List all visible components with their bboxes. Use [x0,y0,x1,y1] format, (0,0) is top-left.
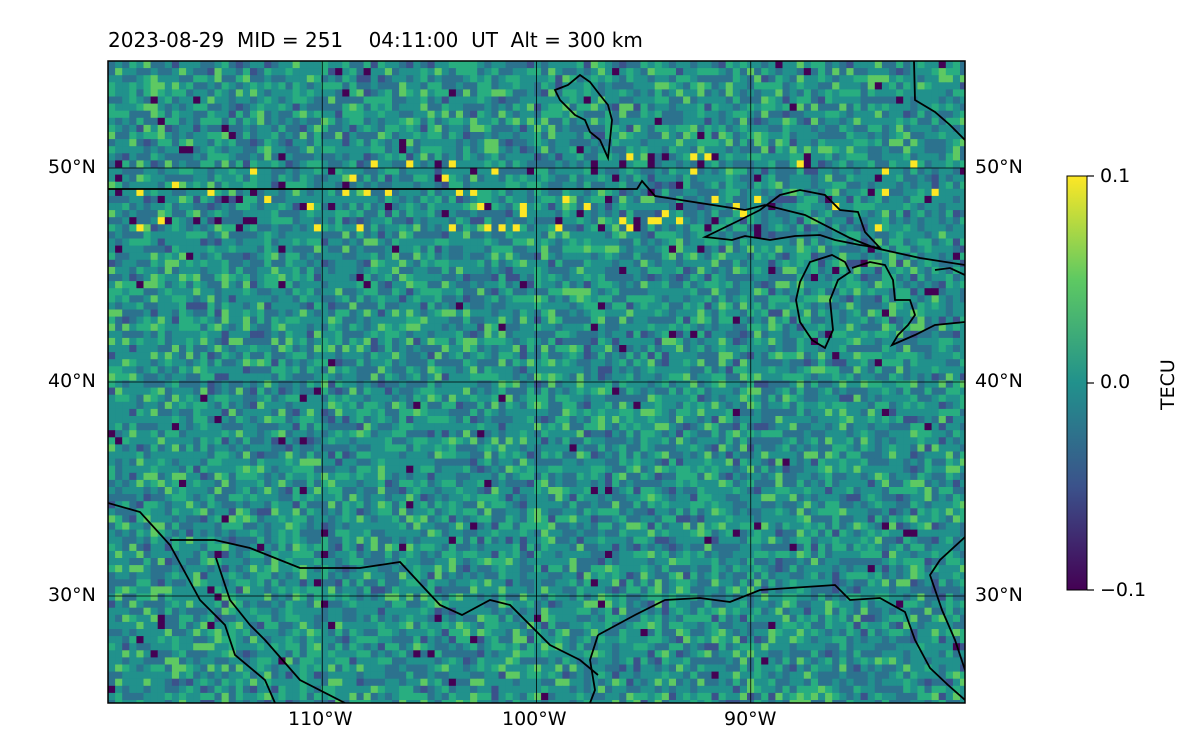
lon-label-100w: 100°W [502,708,567,730]
colorbar-ticks [1087,175,1094,591]
tec-field [108,61,965,703]
map-frame [107,60,966,704]
colorbar [1066,175,1088,591]
lat-label-30-left: 30°N [48,584,96,606]
lat-label-30-right: 30°N [975,584,1023,606]
coastlines-borders [108,61,965,703]
lat-label-50-right: 50°N [975,156,1023,178]
colorbar-tick-zero: 0.0 [1100,371,1131,393]
lon-label-90w: 90°W [724,708,777,730]
graticule [108,61,965,703]
colorbar-tick-min: −0.1 [1100,579,1147,601]
lon-label-110w: 110°W [288,708,353,730]
lat-label-40-right: 40°N [975,370,1023,392]
map-title: 2023-08-29 MID = 251 04:11:00 UT Alt = 3… [108,28,643,52]
lat-label-50-left: 50°N [48,156,96,178]
lat-label-40-left: 40°N [48,370,96,392]
colorbar-label: TECU [1157,359,1179,410]
colorbar-tick-max: 0.1 [1100,165,1131,187]
